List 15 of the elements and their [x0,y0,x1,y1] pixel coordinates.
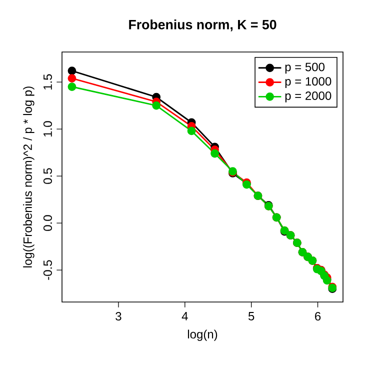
x-tick-label: 6 [315,312,321,321]
x-tick-label: 5 [248,312,254,320]
legend-label: p = 2000 [285,91,332,102]
chart-title: Frobenius norm, K = 50 [129,20,276,32]
y-tick-label: 0.5 [43,168,52,184]
y-tick-label: 0.0 [43,215,52,231]
y-tick-label: 1.0 [43,121,52,136]
x-axis-title: log(n) [188,330,218,341]
y-axis-title: log((Frobenius norm)^2 / p * log p) [23,86,34,268]
legend-label: p = 500 [285,62,324,74]
y-tick-label: 1.5 [44,74,52,90]
y-tick-label: -0.5 [43,260,52,280]
x-tick-label: 3 [116,312,122,321]
legend-label: p = 1000 [285,77,332,88]
x-tick-label: 4 [182,312,188,320]
